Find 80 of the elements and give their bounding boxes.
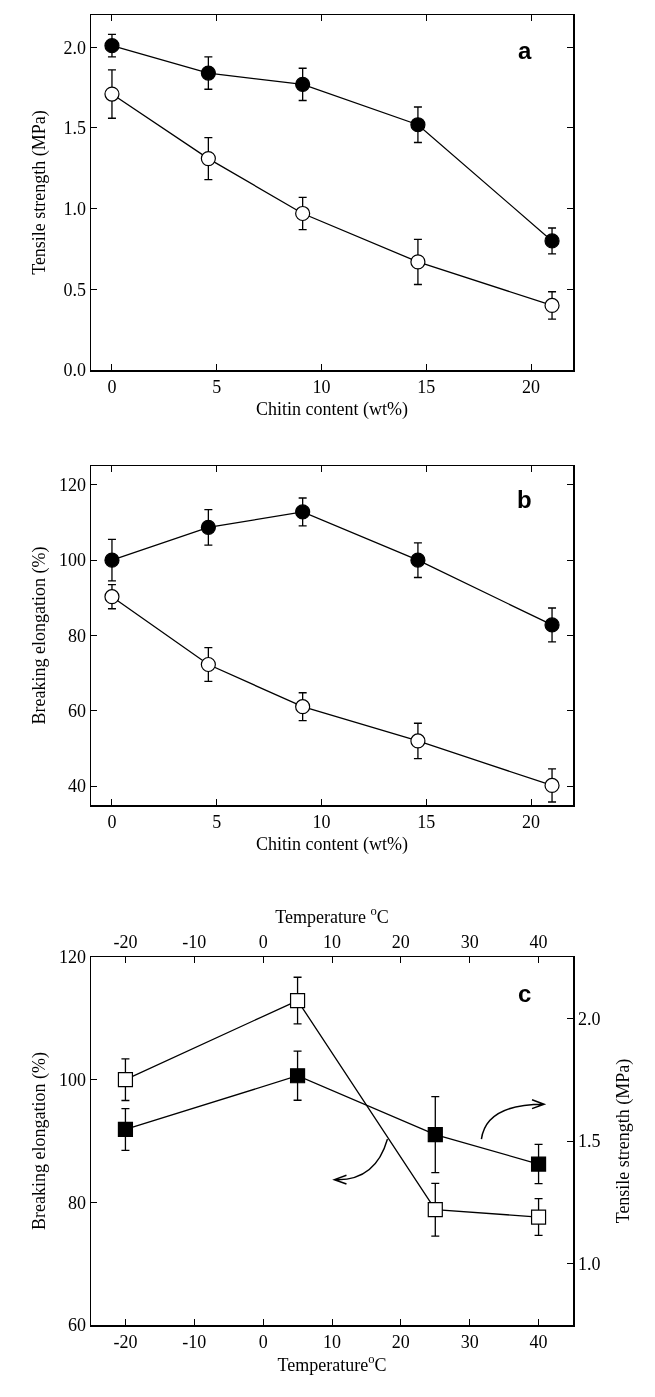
y-tick-label: 80 [67,625,86,646]
x-tick-label: -10 [182,932,207,953]
x-tick-label: 5 [212,812,222,833]
point [544,617,560,633]
x-axis-title: Chitin content (wt%) [256,398,408,420]
point [289,992,306,1009]
point [200,151,216,167]
x-tick-label: 40 [529,932,548,953]
annotation: b [517,486,532,513]
point [117,1072,134,1088]
point [427,1202,443,1218]
y-tick-label: 120 [58,475,86,496]
x-tick-label: 10 [323,932,341,953]
point [295,205,311,222]
point [295,76,311,92]
point [200,656,216,673]
y2-tick-label: 1.5 [578,1131,601,1152]
x-tick-label: 20 [522,377,541,398]
x2-tick-label: -20 [113,1332,138,1353]
x-tick-label: 0 [107,377,117,398]
annotation: c [518,980,532,1007]
x-tick-label: 20 [391,932,410,953]
point [544,233,560,249]
y-tick-label: 60 [67,1315,86,1336]
point [104,86,120,102]
y-tick-label: 0.0 [63,360,86,381]
x-tick-label: 0 [258,932,268,953]
y-tick-label: 1.0 [63,198,86,219]
point [289,1068,306,1084]
point [104,589,120,605]
x-tick-label: 10 [312,377,331,398]
x-tick-label: 15 [417,812,436,833]
y-axis-title: Tensile strength (MPa) [28,110,50,275]
x-tick-label: 5 [212,377,222,398]
point [200,65,216,81]
x2-axis-title: Temperature $^{o}$C [275,904,389,927]
annotation: a [518,37,532,64]
x-tick-label: -20 [113,932,138,953]
y-tick-label: 100 [58,1069,86,1090]
point [104,552,120,568]
x-tick-label: 30 [460,932,479,953]
point [544,297,560,314]
y-tick-label: 60 [67,701,86,722]
y-tick-label: 0.5 [63,279,86,300]
x2-tick-label: 0 [258,1332,268,1353]
point [544,777,560,793]
point [295,504,311,520]
y-tick-label: 40 [67,776,86,797]
y-axis-title: Breaking elongation (%) [28,1052,50,1230]
point [530,1156,547,1172]
x-tick-label: 15 [417,377,436,398]
x-tick-label: 20 [522,812,541,833]
point [410,254,426,270]
x-axis-title: Chitin content (wt%) [256,833,408,855]
x2-tick-label: 30 [460,1332,479,1353]
y-tick-label: 100 [58,550,86,571]
x2-tick-label: 10 [323,1332,341,1353]
x2-tick-label: 40 [529,1332,548,1353]
y2-tick-label: 1.0 [578,1253,601,1274]
y2-axis-title: Tensile strength (MPa) [612,1058,634,1224]
y-tick-label: 2.0 [63,37,86,58]
point [200,519,216,535]
point [530,1209,547,1225]
point [117,1121,134,1138]
point [410,733,426,749]
x-axis-title: Temperature$^{o}$C [277,1352,387,1375]
x-tick-label: 0 [107,812,117,833]
point [410,552,426,568]
y-axis-title: Breaking elongation (%) [28,546,50,725]
point [427,1127,443,1143]
y2-tick-label: 2.0 [578,1008,601,1029]
x2-tick-label: -10 [182,1332,207,1353]
point [104,38,120,54]
point [410,117,426,133]
point [295,699,311,715]
x2-tick-label: 20 [391,1332,410,1353]
y-tick-label: 120 [58,947,86,968]
y-tick-label: 1.5 [63,118,86,139]
x-tick-label: 10 [312,812,331,833]
y-tick-label: 80 [67,1192,86,1213]
